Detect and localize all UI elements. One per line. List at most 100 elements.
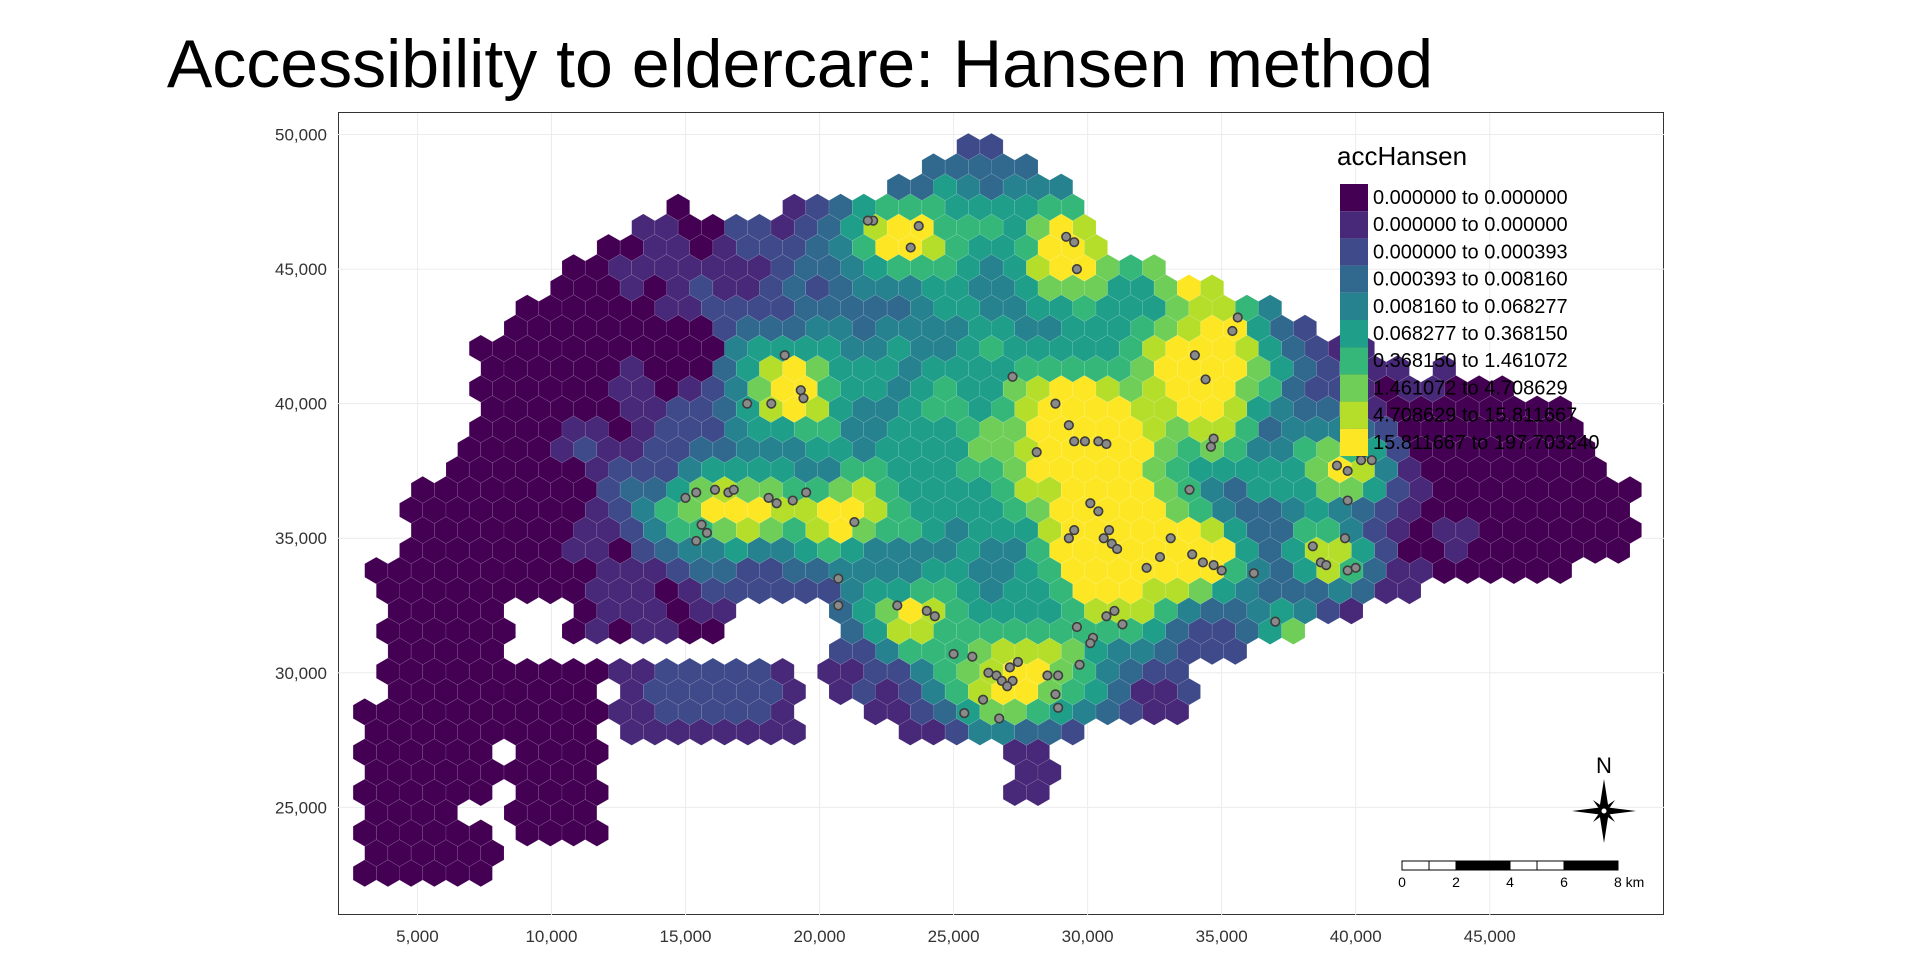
eldercare-point: [921, 605, 932, 616]
scale-bar-segment: [1482, 860, 1511, 871]
eldercare-point: [1085, 498, 1096, 509]
x-tick-label: 40,000: [1330, 927, 1382, 946]
eldercare-point: [1103, 525, 1115, 536]
eldercare-point: [1112, 543, 1123, 555]
eldercare-point: [1165, 533, 1176, 544]
eldercare-point: [1004, 662, 1015, 673]
eldercare-point: [691, 487, 702, 498]
scale-bar-segment: [1401, 860, 1430, 871]
y-tick-label: 45,000: [275, 260, 327, 279]
eldercare-point: [709, 484, 721, 495]
eldercare-point: [1031, 447, 1042, 458]
eldercare-point: [1061, 231, 1072, 242]
eldercare-point: [798, 393, 809, 404]
eldercare-point: [1098, 533, 1109, 544]
legend-label: 0.000000 to 0.000000: [1373, 214, 1568, 236]
eldercare-point: [1200, 374, 1211, 385]
eldercare-point: [905, 242, 916, 253]
y-tick-label: 30,000: [275, 664, 327, 683]
eldercare-point: [1331, 460, 1343, 471]
hex-cell: [1014, 153, 1039, 181]
y-tick-label: 40,000: [275, 395, 327, 414]
scale-bar-label: 2: [1452, 874, 1460, 890]
legend-swatch: [1340, 374, 1368, 402]
eldercare-point: [801, 487, 812, 498]
scale-bar-segment: [1536, 860, 1565, 871]
eldercare-point: [1342, 495, 1353, 506]
north-arrow-icon: N: [1572, 753, 1636, 843]
legend-swatch: [1340, 347, 1368, 375]
legend-swatch: [1340, 320, 1368, 348]
eldercare-point: [1232, 312, 1243, 323]
eldercare-point: [1085, 638, 1096, 649]
scale-bar-label: 6: [1560, 874, 1568, 890]
x-tick-label: 5,000: [396, 927, 439, 946]
hexagon-grid: [352, 132, 1642, 887]
eldercare-point: [1069, 525, 1080, 536]
eldercare-point: [1007, 371, 1018, 382]
eldercare-point: [1189, 350, 1200, 361]
eldercare-point: [1350, 562, 1361, 573]
eldercare-point: [1208, 560, 1219, 571]
eldercare-point: [1069, 237, 1080, 248]
x-tick-label: 25,000: [928, 927, 980, 946]
hex-cell: [1200, 274, 1224, 302]
legend-label: 4.708629 to 15.811667: [1373, 405, 1577, 427]
legend-swatch: [1340, 238, 1368, 266]
eldercare-point: [1109, 605, 1120, 616]
legend-swatch: [1340, 265, 1368, 293]
eldercare-point: [1366, 455, 1377, 466]
hex-cell: [1548, 395, 1573, 423]
hex-cell: [469, 819, 493, 847]
x-tick-label: 20,000: [794, 927, 846, 946]
hex-cell: [1258, 294, 1282, 322]
eldercare-point: [1197, 557, 1209, 568]
hex-cell: [1049, 173, 1073, 201]
eldercare-point: [1053, 702, 1064, 713]
eldercare-point: [1270, 616, 1281, 627]
eldercare-point: [994, 713, 1005, 724]
legend-swatch: [1340, 211, 1368, 239]
eldercare-point: [862, 215, 873, 226]
eldercare-point: [1227, 325, 1238, 337]
eldercare-point: [977, 694, 989, 705]
legend-label: 0.000000 to 0.000393: [1373, 241, 1568, 263]
eldercare-point: [1154, 551, 1166, 563]
eldercare-point: [1117, 619, 1128, 630]
eldercare-point: [1063, 533, 1074, 544]
eldercare-point: [1355, 455, 1367, 466]
eldercare-point: [1101, 438, 1112, 450]
eldercare-point: [1063, 420, 1074, 431]
legend-swatch: [1340, 292, 1368, 320]
legend-swatch: [1340, 184, 1368, 212]
scale-bar-segment: [1563, 860, 1592, 871]
eldercare-point: [1307, 541, 1318, 552]
eldercare-point: [680, 492, 691, 503]
legend-label: 1.461072 to 4.708629: [1373, 377, 1568, 399]
scale-bar-segment: [1428, 860, 1457, 871]
x-tick-label: 15,000: [660, 927, 712, 946]
legend-label: 0.008160 to 0.068277: [1373, 296, 1568, 318]
eldercare-point: [742, 398, 753, 409]
eldercare-point: [771, 498, 782, 509]
hex-cell: [666, 193, 690, 221]
legend-label: 15.811667 to 197.703240: [1373, 432, 1600, 454]
eldercare-point: [929, 611, 940, 622]
eldercare-point: [1339, 533, 1351, 544]
hex-cell: [1618, 476, 1642, 504]
eldercare-point: [1248, 568, 1259, 579]
eldercare-point: [787, 495, 798, 506]
hex-cell: [979, 132, 1004, 161]
axis-tick-labels: 5,000 10,000 15,000 20,000 25,000 30,000 35,00…: [275, 126, 1516, 946]
eldercare-point: [691, 535, 702, 547]
scale-bar: 0 2 4 6 8 km: [1398, 860, 1644, 890]
eldercare-point: [1012, 656, 1024, 668]
legend-label: 0.368150 to 1.461072: [1373, 350, 1568, 372]
legend-label: 0.000393 to 0.008160: [1373, 269, 1568, 291]
eldercare-point: [1050, 398, 1061, 409]
eldercare-point: [1050, 689, 1061, 700]
eldercare-point: [1042, 670, 1053, 681]
eldercare-point: [1071, 263, 1083, 275]
scale-bar-label: 0: [1398, 874, 1406, 890]
